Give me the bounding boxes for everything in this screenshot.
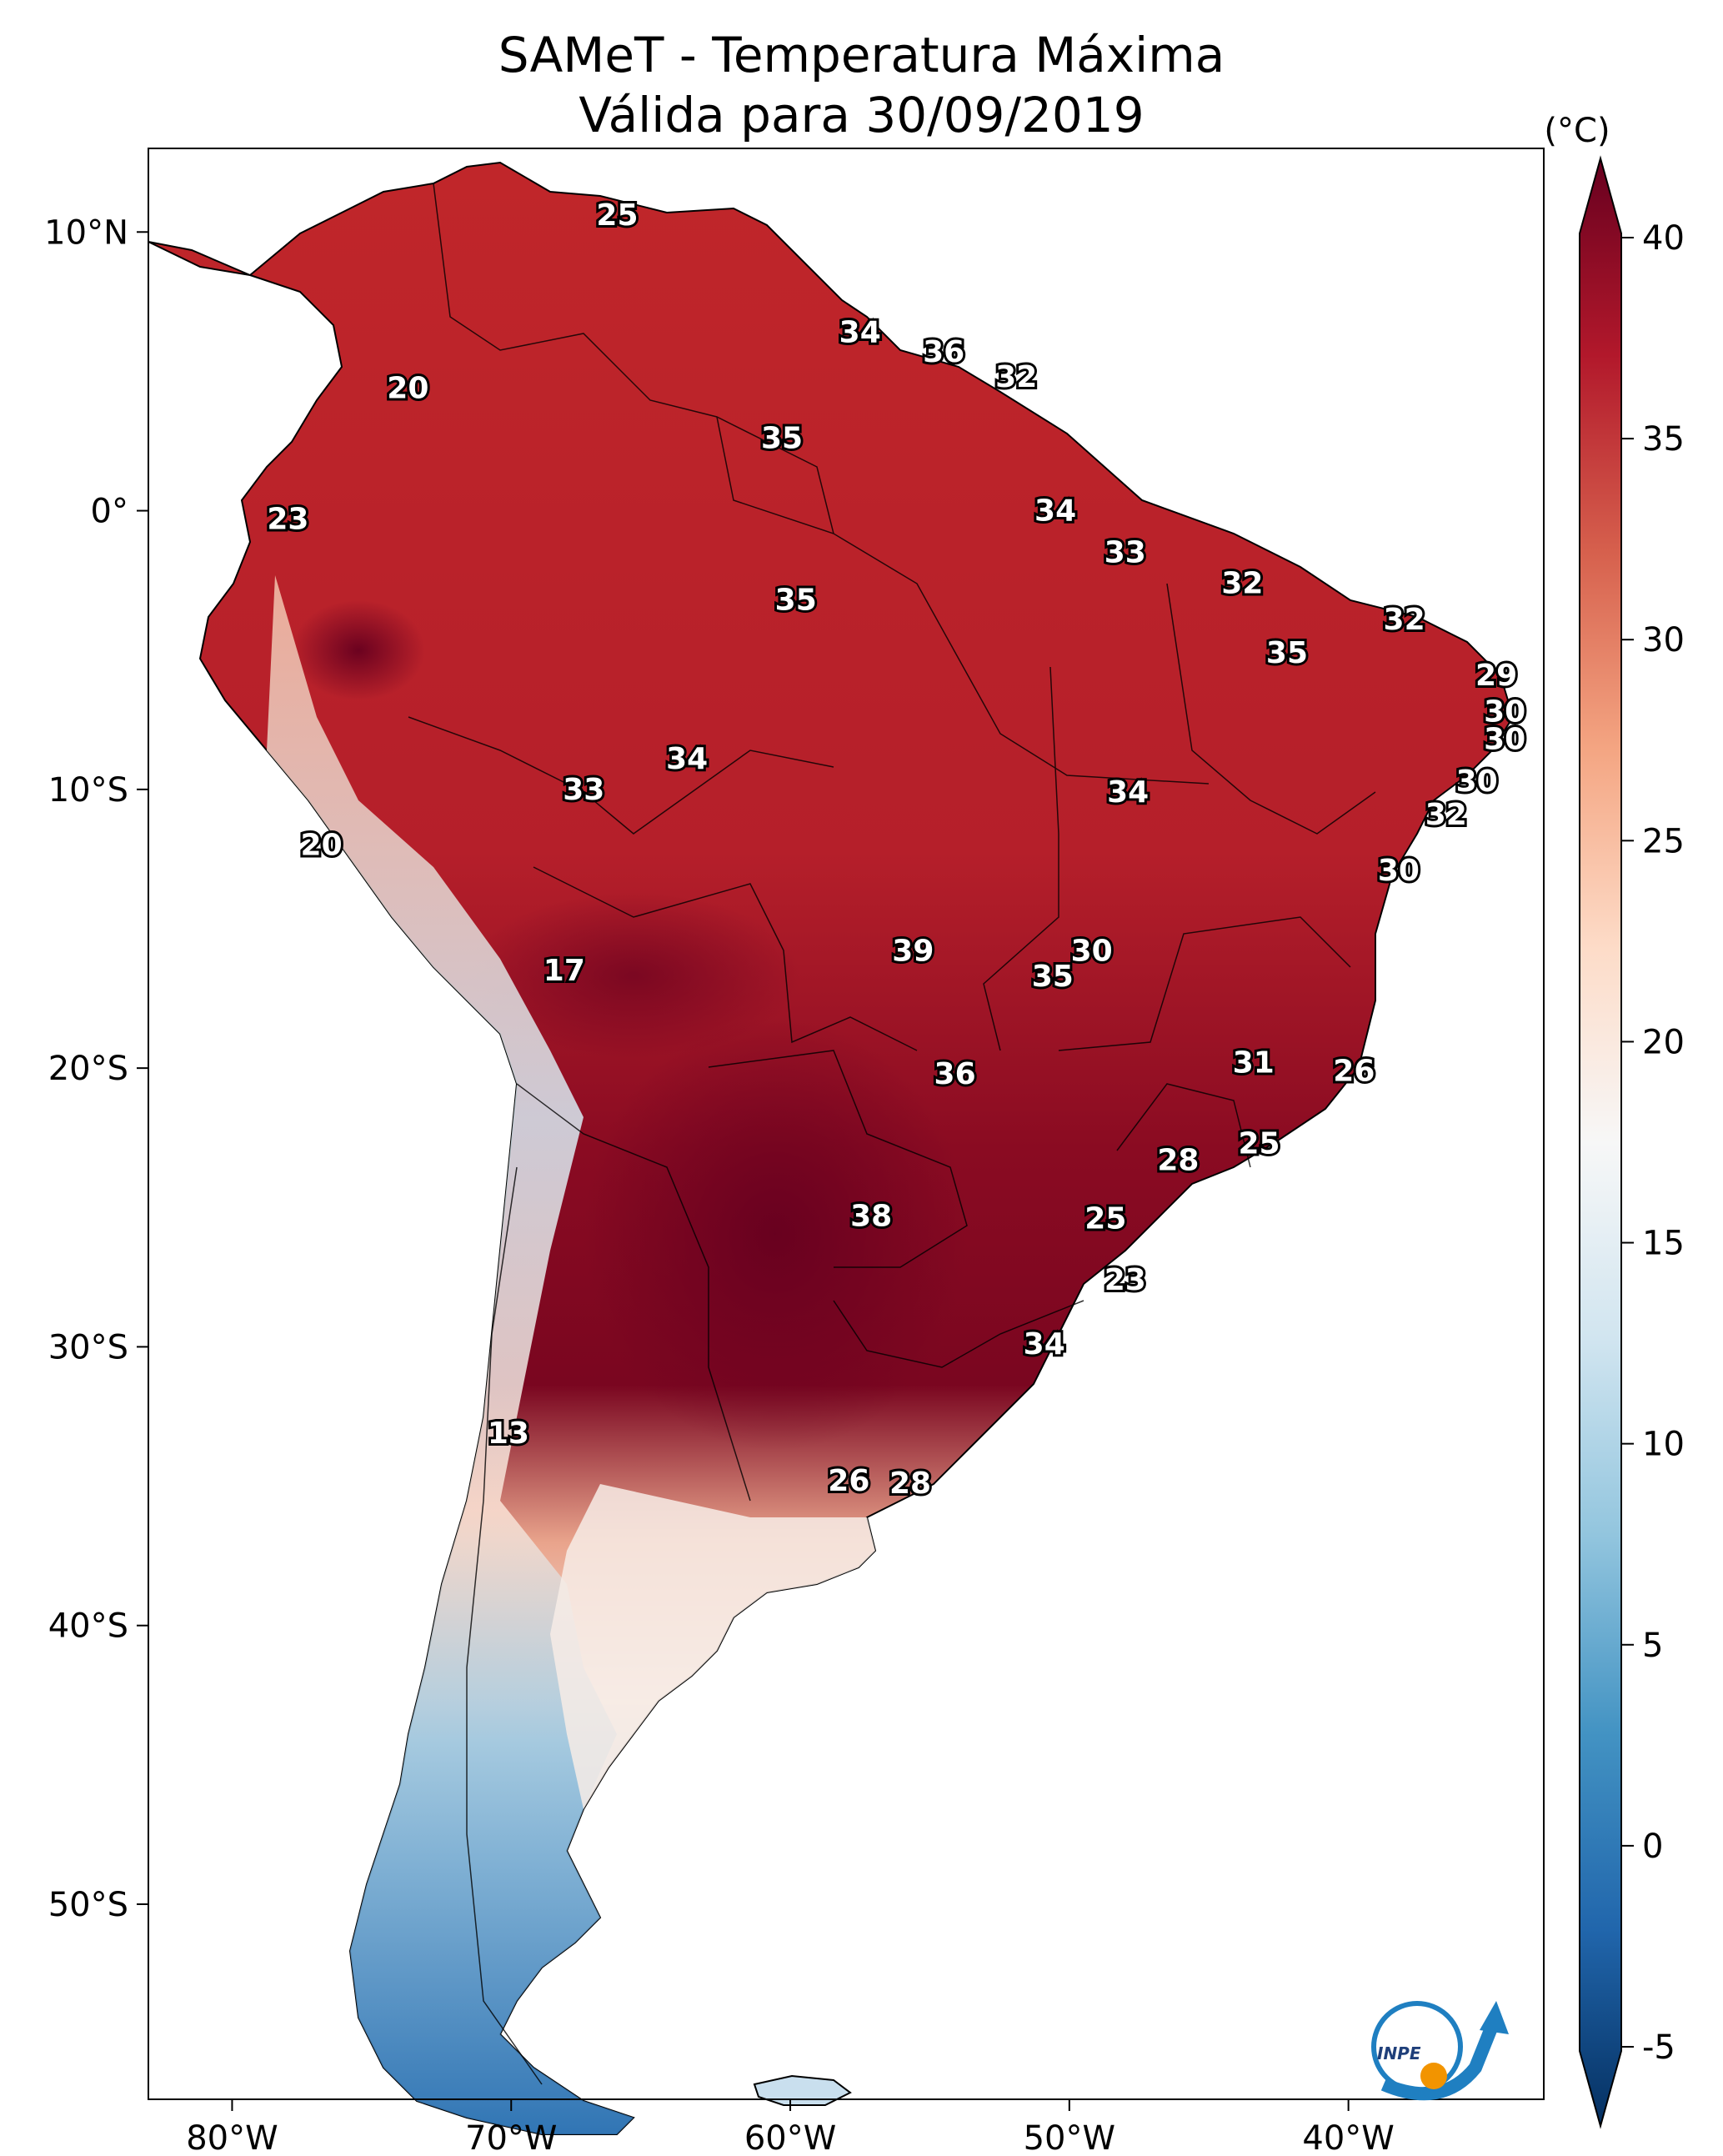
contour-label: 34	[1024, 1327, 1065, 1361]
mato-grosso-hot-core	[467, 892, 800, 1059]
lat-tick-label: 20°S	[48, 1050, 128, 1088]
contour-label: 38	[850, 1199, 892, 1233]
colorbar-ticks: 40 35 30 25 20 15 10 5 0 -5	[1621, 219, 1685, 2067]
contour-label: 39	[892, 935, 934, 969]
lon-tick-label: 70°W	[465, 2119, 557, 2156]
colorbar-tick-label: 25	[1642, 822, 1685, 860]
logo-text: INPE	[1377, 2043, 1421, 2063]
amazon-hot-core	[292, 600, 425, 700]
contour-label: 34	[1034, 494, 1076, 529]
lon-tick-label: 50°W	[1024, 2119, 1115, 2156]
contour-label: 35	[775, 584, 817, 618]
map-frame	[148, 148, 1545, 2100]
colorbar-tick-label: 10	[1642, 1426, 1685, 1464]
contour-label: 25	[1238, 1126, 1280, 1161]
contour-label: 28	[889, 1467, 931, 1501]
lat-tick-label: 0°	[91, 493, 128, 531]
falklands	[753, 2074, 852, 2106]
contour-label: 13	[488, 1416, 529, 1451]
contour-label: 32	[1384, 603, 1425, 637]
lon-tick-label: 60°W	[744, 2119, 836, 2156]
colorbar-tick-label: -5	[1642, 2028, 1675, 2067]
contour-label: 34	[666, 742, 708, 776]
lon-tick-label: 40°W	[1302, 2119, 1394, 2156]
contour-label: 25	[596, 198, 638, 233]
colorbar-tick-label: 0	[1642, 1828, 1663, 1866]
chaco-hot-core	[584, 1017, 967, 1451]
contour-label: 30	[1484, 694, 1525, 729]
contour-label: 33	[1104, 536, 1146, 570]
contour-label: 23	[1104, 1263, 1146, 1297]
contour-label: 33	[563, 773, 604, 807]
contour-label: 30	[1456, 765, 1498, 799]
contour-label: 30	[1378, 854, 1420, 888]
contour-label: 32	[995, 360, 1037, 394]
colorbar-tick-label: 40	[1642, 219, 1685, 258]
contour-label: 34	[839, 316, 881, 350]
contour-label: 32	[1221, 566, 1263, 600]
colorbar-tick-label: 15	[1642, 1225, 1685, 1263]
contour-label: 28	[1157, 1143, 1199, 1177]
contour-label: 35	[1032, 960, 1074, 994]
contour-label: 36	[934, 1057, 976, 1091]
contour-label: 26	[1333, 1054, 1375, 1088]
contour-label: 23	[267, 503, 308, 537]
colorbar-tick-label: 35	[1642, 420, 1685, 459]
inpe-logo-icon: INPE	[1371, 2001, 1509, 2101]
contour-label: 25	[1084, 1202, 1126, 1236]
colorbar-tick-label: 30	[1642, 621, 1685, 659]
contour-label: 34	[1107, 775, 1149, 810]
colorbar-tick-label: 20	[1642, 1023, 1685, 1061]
contour-label: 30	[1484, 723, 1525, 757]
colorbar: 40 35 30 25 20 15 10 5 0 -5 (°C)	[1544, 112, 1685, 2129]
contour-label: 30	[1071, 935, 1113, 969]
lat-tick-label: 10°N	[44, 213, 128, 252]
andes-cool-band	[267, 575, 634, 2134]
contour-label: 17	[543, 954, 585, 988]
contour-label: 35	[1266, 636, 1308, 670]
lat-tick-label: 30°S	[48, 1328, 128, 1366]
contour-label: 20	[301, 829, 343, 863]
colorbar-body	[1579, 155, 1622, 2129]
patagonia-pale	[550, 1484, 875, 1809]
contour-label: 32	[1425, 798, 1467, 832]
contour-label: 31	[1233, 1045, 1275, 1080]
political-borders	[408, 183, 1376, 2085]
lat-tick-label: 40°S	[48, 1607, 128, 1646]
colorbar-tick-label: 5	[1642, 1627, 1663, 1665]
longitude-axis: 80°W 70°W 60°W 50°W 40°W	[186, 2099, 1395, 2156]
colorbar-unit: (°C)	[1544, 112, 1610, 150]
contour-label: 26	[828, 1464, 869, 1498]
lat-tick-label: 10°S	[48, 771, 128, 810]
continent	[148, 161, 1515, 2135]
lon-tick-label: 80°W	[186, 2119, 278, 2156]
map-title: SAMeT - Temperatura Máxima Válida para 3…	[498, 27, 1225, 143]
latitude-axis: 10°N 0° 10°S 20°S 30°S 40°S 50°S	[44, 213, 148, 1924]
contour-label: 35	[761, 422, 803, 456]
lat-tick-label: 50°S	[48, 1886, 128, 1924]
contour-label: 20	[387, 371, 428, 405]
contour-label: 36	[923, 335, 964, 369]
contour-label: 29	[1475, 659, 1517, 693]
